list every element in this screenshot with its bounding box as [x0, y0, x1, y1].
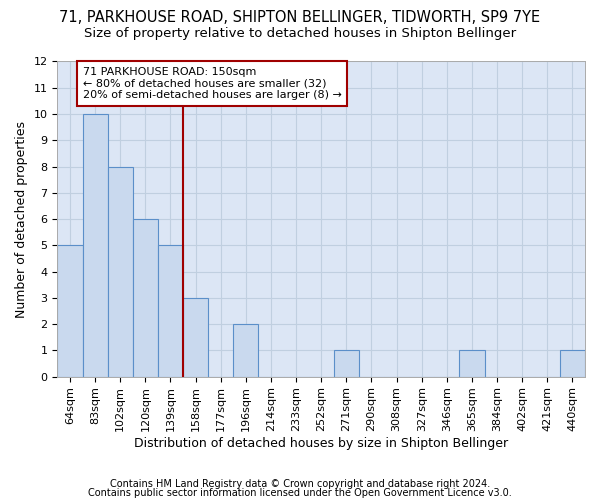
Bar: [183, 298, 208, 376]
Bar: [460, 350, 485, 376]
Text: Contains public sector information licensed under the Open Government Licence v3: Contains public sector information licen…: [88, 488, 512, 498]
Text: 71 PARKHOUSE ROAD: 150sqm
← 80% of detached houses are smaller (32)
20% of semi-: 71 PARKHOUSE ROAD: 150sqm ← 80% of detac…: [83, 67, 341, 100]
Bar: [560, 350, 585, 376]
Bar: [107, 166, 133, 376]
Bar: [158, 246, 183, 376]
X-axis label: Distribution of detached houses by size in Shipton Bellinger: Distribution of detached houses by size …: [134, 437, 508, 450]
Text: Size of property relative to detached houses in Shipton Bellinger: Size of property relative to detached ho…: [84, 28, 516, 40]
Text: 71, PARKHOUSE ROAD, SHIPTON BELLINGER, TIDWORTH, SP9 7YE: 71, PARKHOUSE ROAD, SHIPTON BELLINGER, T…: [59, 10, 541, 25]
Bar: [83, 114, 107, 376]
Text: Contains HM Land Registry data © Crown copyright and database right 2024.: Contains HM Land Registry data © Crown c…: [110, 479, 490, 489]
Bar: [233, 324, 259, 376]
Bar: [334, 350, 359, 376]
Bar: [133, 219, 158, 376]
Y-axis label: Number of detached properties: Number of detached properties: [15, 120, 28, 318]
Bar: [58, 246, 83, 376]
